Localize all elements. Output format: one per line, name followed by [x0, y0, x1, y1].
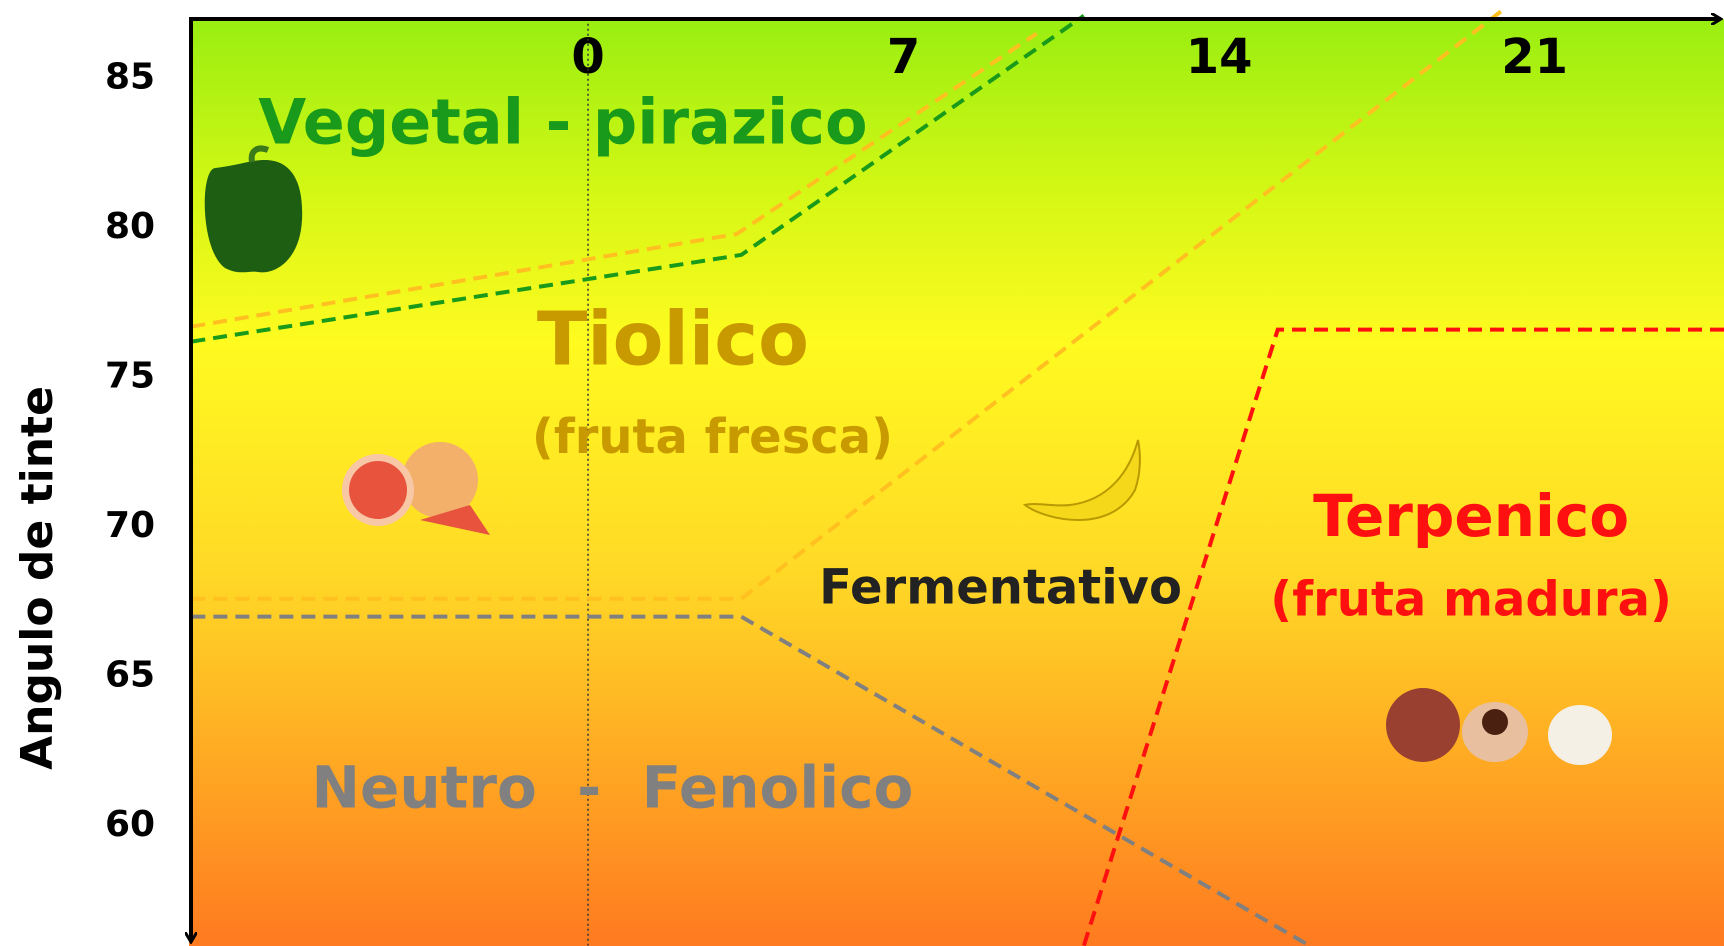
x-tick-label: 14 [1186, 29, 1253, 85]
zone-label: Fermentativo [819, 559, 1182, 615]
grapefruit-icon [342, 442, 490, 535]
y-tick-label: 75 [105, 355, 155, 396]
zone-label: (fruta madura) [1270, 572, 1672, 628]
y-axis-title: Angulo de tinte [12, 386, 63, 770]
y-tick-label: 65 [105, 654, 155, 695]
boundary-line [191, 8, 1505, 601]
pepper-icon [204, 145, 303, 273]
zone-label: Vegetal - pirazico [258, 86, 867, 159]
x-tick-label: 7 [887, 29, 920, 85]
zone-label: Tiolico [537, 297, 809, 383]
x-tick-label: 21 [1501, 29, 1568, 85]
y-tick-label: 60 [105, 804, 155, 845]
zone-label: Terpenico [1313, 482, 1629, 550]
y-tick-label: 80 [105, 206, 155, 247]
y-tick-label: 70 [105, 505, 155, 546]
boundary-line [191, 14, 1086, 344]
y-tick-label: 85 [105, 56, 155, 97]
zone-label: (fruta fresca) [532, 409, 893, 465]
boundary-line [1081, 327, 1724, 946]
lychee-icon [1386, 688, 1612, 765]
boundary-line [191, 614, 1311, 946]
boundary-line [191, 31, 1038, 329]
zone-label: Neutro - Fenolico [311, 754, 913, 822]
x-tick-label: 0 [571, 29, 604, 85]
banana-icon [1022, 439, 1141, 521]
